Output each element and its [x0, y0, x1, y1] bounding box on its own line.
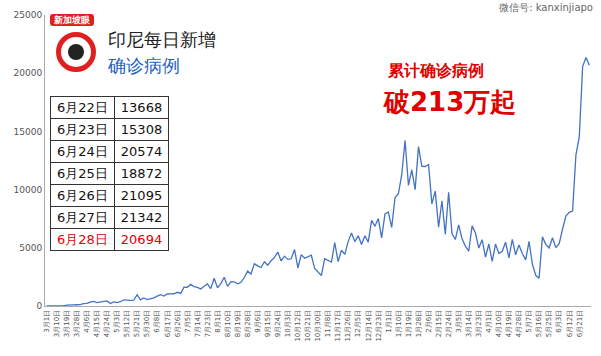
svg-text:10000: 10000 [14, 185, 43, 195]
svg-text:25000: 25000 [14, 10, 43, 20]
svg-text:6月3日: 6月3日 [555, 310, 563, 333]
svg-text:3月10日: 3月10日 [53, 310, 61, 337]
svg-text:10月3日: 10月3日 [284, 310, 292, 337]
svg-text:5月7日: 5月7日 [525, 310, 533, 333]
svg-text:0: 0 [36, 301, 42, 311]
svg-text:9月15日: 9月15日 [264, 310, 272, 337]
svg-text:11月8日: 11月8日 [324, 310, 332, 337]
svg-text:4月28日: 4月28日 [515, 310, 523, 337]
svg-text:10月21日: 10月21日 [304, 310, 312, 342]
svg-text:7月23日: 7月23日 [204, 310, 212, 337]
svg-text:6月26日: 6月26日 [174, 310, 182, 337]
svg-text:9月6日: 9月6日 [254, 310, 262, 333]
html-text:6月25日: 6月25日 [57, 165, 108, 181]
html-text:6月24日: 6月24日 [57, 143, 108, 159]
svg-text:3月5日: 3月5日 [455, 310, 463, 333]
svg-text:10月30日: 10月30日 [314, 310, 322, 342]
svg-text:12月5日: 12月5日 [354, 310, 362, 337]
svg-text:12月14日: 12月14日 [365, 310, 373, 342]
svg-text:2月6日: 2月6日 [425, 310, 433, 333]
svg-text:6月17日: 6月17日 [164, 310, 172, 337]
svg-text:4月24日: 4月24日 [103, 310, 111, 337]
svg-text:2月15日: 2月15日 [435, 310, 443, 337]
svg-text:5月12日: 5月12日 [123, 310, 131, 337]
svg-text:6月8日: 6月8日 [153, 310, 161, 333]
svg-text:4月19日: 4月19日 [505, 310, 513, 337]
svg-text:8月28日: 8月28日 [244, 310, 252, 337]
svg-text:3月19日: 3月19日 [63, 310, 71, 337]
html-text:确诊病例: 确诊病例 [108, 55, 180, 76]
svg-text:3月1日: 3月1日 [43, 310, 51, 333]
svg-text:5月3日: 5月3日 [113, 310, 121, 333]
svg-text:11月26日: 11月26日 [344, 310, 352, 342]
html-text:13668: 13668 [120, 100, 163, 115]
svg-text:8月10日: 8月10日 [224, 310, 232, 337]
svg-text:7月5日: 7月5日 [184, 310, 192, 333]
html-text:6月26日: 6月26日 [57, 187, 108, 203]
svg-text:7月14日: 7月14日 [194, 310, 202, 337]
svg-text:4月10日: 4月10日 [495, 310, 503, 337]
svg-text:4月15日: 4月15日 [93, 310, 101, 337]
svg-text:2月24日: 2月24日 [445, 310, 453, 337]
html-text:累计确诊病例: 累计确诊病例 [388, 61, 484, 80]
html-text:新加坡眼: 新加坡眼 [54, 15, 90, 25]
svg-text:4月1日: 4月1日 [485, 310, 493, 333]
svg-text:6月12日: 6月12日 [566, 310, 574, 337]
html-text:20574: 20574 [120, 144, 163, 159]
html-text:破213万起: 破213万起 [384, 87, 517, 117]
svg-text:10月12日: 10月12日 [294, 310, 302, 342]
html-text:6月28日: 6月28日 [57, 231, 108, 247]
html-text:微信号: kanxinjiapo: 微信号: kanxinjiapo [499, 2, 593, 13]
svg-text:3月14日: 3月14日 [465, 310, 473, 337]
svg-text:5月25日: 5月25日 [545, 310, 553, 337]
html-text:21095: 21095 [120, 188, 163, 203]
html-text:20694: 20694 [120, 232, 163, 247]
svg-text:3月28日: 3月28日 [73, 310, 81, 337]
svg-text:3月23日: 3月23日 [475, 310, 483, 337]
svg-text:1月19日: 1月19日 [405, 310, 413, 337]
svg-text:4月6日: 4月6日 [83, 310, 91, 333]
html-text:18872: 18872 [120, 166, 163, 181]
svg-text:5月30日: 5月30日 [143, 310, 151, 337]
html-text:6月22日: 6月22日 [57, 99, 108, 115]
svg-text:11月17日: 11月17日 [334, 310, 342, 342]
svg-text:12月23日: 12月23日 [375, 310, 383, 342]
html-text:6月23日: 6月23日 [57, 121, 108, 137]
svg-text:5月16日: 5月16日 [535, 310, 543, 337]
svg-text:20000: 20000 [14, 68, 43, 78]
html-text:6月27日: 6月27日 [57, 209, 108, 225]
svg-text:5000: 5000 [19, 243, 42, 253]
html-text:印尼每日新增: 印尼每日新增 [108, 29, 216, 50]
svg-text:6月21日: 6月21日 [576, 310, 584, 337]
svg-text:8月1日: 8月1日 [214, 310, 222, 333]
svg-text:1月10日: 1月10日 [395, 310, 403, 337]
html-text:21342: 21342 [120, 210, 163, 225]
svg-text:1月28日: 1月28日 [415, 310, 423, 337]
svg-text:9月24日: 9月24日 [274, 310, 282, 337]
svg-text:15000: 15000 [14, 127, 43, 137]
svg-text:1月1日: 1月1日 [385, 310, 393, 333]
svg-text:5月21日: 5月21日 [133, 310, 141, 337]
svg-text:8月19日: 8月19日 [234, 310, 242, 337]
html-text:15308: 15308 [120, 122, 163, 137]
